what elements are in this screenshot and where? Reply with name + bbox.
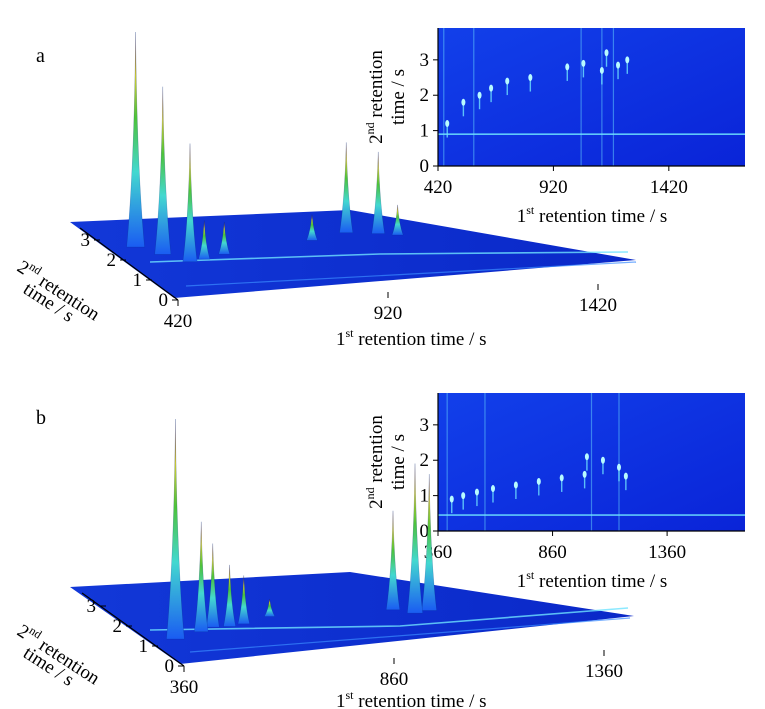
surface-a-y-tick-label: 2 bbox=[107, 250, 117, 271]
heatmap-b-y-tick-label: 0 bbox=[420, 521, 430, 542]
surface-a-peak bbox=[182, 143, 198, 263]
surface-b-peak bbox=[166, 419, 185, 640]
surface-b-y-tick-label: 2 bbox=[113, 616, 123, 637]
surface-b-peak bbox=[223, 564, 237, 627]
surface-a-ridge-line bbox=[149, 251, 629, 263]
surface-b-peak bbox=[406, 463, 424, 614]
heatmap-a-peak bbox=[477, 91, 482, 99]
surface-a-y-tick-label: 3 bbox=[81, 230, 91, 251]
surface-a-x-axis-title: 1st retention time / s bbox=[336, 326, 487, 350]
heatmap-b-peak bbox=[584, 453, 589, 461]
surface-a-peak bbox=[391, 204, 404, 236]
surface-a-peak bbox=[154, 86, 172, 255]
heatmap-b-y-axis-title-line2: time / s bbox=[388, 434, 409, 490]
heatmap-a-peak bbox=[489, 84, 494, 92]
heatmap-a-y-tick-label: 2 bbox=[420, 85, 430, 106]
heatmap-b-peak bbox=[474, 488, 479, 496]
heatmap-a-y-axis-title-line2: time / s bbox=[388, 69, 409, 125]
surface-b-peak bbox=[193, 521, 209, 633]
surface-a-y-tick-label: 0 bbox=[159, 290, 169, 311]
heatmap-a-y-axis-title: 2nd retention bbox=[363, 50, 387, 144]
heatmap-a-y-tick-label: 1 bbox=[420, 121, 430, 142]
heatmap-b-peak bbox=[536, 477, 541, 485]
heatmap-b-peak bbox=[600, 456, 605, 464]
surface-a-peak bbox=[339, 142, 354, 233]
heatmap-a-peak bbox=[565, 63, 570, 71]
surface-b-ridge-line bbox=[149, 607, 629, 631]
heatmap-a-x-axis-title: 1st retention time / s bbox=[517, 203, 668, 227]
surface-a-y-tick-label: 1 bbox=[133, 270, 143, 291]
surface-a-x-tick-label: 920 bbox=[374, 303, 403, 324]
surface-b-x-axis-title: 1st retention time / s bbox=[336, 688, 487, 709]
heatmap-a-peak bbox=[604, 49, 609, 57]
heatmap-a-plot-area bbox=[438, 28, 745, 166]
heatmap-b-y-tick-label: 2 bbox=[420, 450, 430, 471]
heatmap-a-peak bbox=[505, 77, 510, 85]
surface-a-peak bbox=[371, 151, 386, 234]
heatmap-a: 420 920 1420 0 1 2 3 1st retention time / s 2n… bbox=[363, 28, 745, 227]
surface-b-peak bbox=[237, 575, 251, 625]
surface-b-y-tick-label: 0 bbox=[165, 656, 175, 677]
heatmap-a-y-tick-label: 3 bbox=[420, 50, 430, 71]
heatmap-a-x-tick-label: 920 bbox=[539, 177, 568, 198]
panel-label-b: b bbox=[36, 407, 46, 429]
heatmap-a-x-tick-label: 420 bbox=[424, 177, 453, 198]
heatmap-b-x-axis-title: 1st retention time / s bbox=[517, 568, 668, 592]
heatmap-b-peak bbox=[490, 485, 495, 493]
surface-b-peak bbox=[205, 543, 220, 628]
surface-b-y-tick-label: 3 bbox=[87, 596, 97, 617]
panel-label-a: a bbox=[36, 45, 45, 67]
heatmap-a-peak bbox=[461, 98, 466, 106]
surface-b-ridge-line-2 bbox=[189, 617, 631, 653]
surface-b-x-tick-label: 860 bbox=[380, 669, 409, 690]
heatmap-b-y-tick-label: 1 bbox=[420, 486, 430, 507]
heatmap-b-peak bbox=[582, 470, 587, 478]
heatmap-b-peak bbox=[513, 481, 518, 489]
surface-b-peak bbox=[385, 510, 401, 611]
surface-a-x-tick-label: 1420 bbox=[579, 295, 617, 316]
surface-a-peak bbox=[218, 221, 231, 255]
heatmap-b-y-tick-label: 3 bbox=[420, 415, 430, 436]
heatmap-b-peak bbox=[559, 474, 564, 482]
heatmap-b-x-tick-label: 1360 bbox=[648, 542, 686, 563]
surface-a-peak bbox=[306, 214, 318, 241]
heatmap-b-peak bbox=[449, 495, 454, 503]
surface-a-peak bbox=[126, 32, 145, 248]
surface-a-x-tick-label: 420 bbox=[164, 311, 193, 332]
surface-b-x-tick-label: 1360 bbox=[585, 661, 623, 682]
heatmap-b-x-tick-label: 860 bbox=[538, 542, 567, 563]
heatmap-b-y-axis-title: 2nd retention bbox=[363, 415, 387, 509]
heatmap-a-y-tick-label: 0 bbox=[420, 156, 430, 177]
heatmap-a-peak bbox=[445, 120, 450, 128]
surface-a-ridge-line-2 bbox=[185, 261, 637, 287]
surface-b-y-tick-label: 1 bbox=[139, 636, 149, 657]
heatmap-a-peak bbox=[581, 59, 586, 67]
heatmap-a-peak bbox=[625, 56, 630, 64]
surface-b-y-axis bbox=[81, 592, 185, 667]
heatmap-b-peak bbox=[623, 472, 628, 480]
surface-b-peak bbox=[421, 474, 437, 611]
surface-b-x-tick-label: 360 bbox=[170, 677, 199, 698]
surface-b-peak bbox=[263, 598, 276, 617]
heatmap-a-x-tick-label: 1420 bbox=[650, 177, 688, 198]
heatmap-b-plot-area bbox=[438, 393, 745, 531]
heatmap-b-peak bbox=[616, 463, 621, 471]
heatmap-a-peak bbox=[528, 74, 533, 82]
surface-a-peak bbox=[198, 220, 211, 260]
surface-a-floor bbox=[70, 210, 636, 298]
heatmap-a-peak bbox=[599, 66, 604, 74]
heatmap-a-peak bbox=[616, 61, 621, 69]
heatmap-b-peak bbox=[461, 492, 466, 500]
